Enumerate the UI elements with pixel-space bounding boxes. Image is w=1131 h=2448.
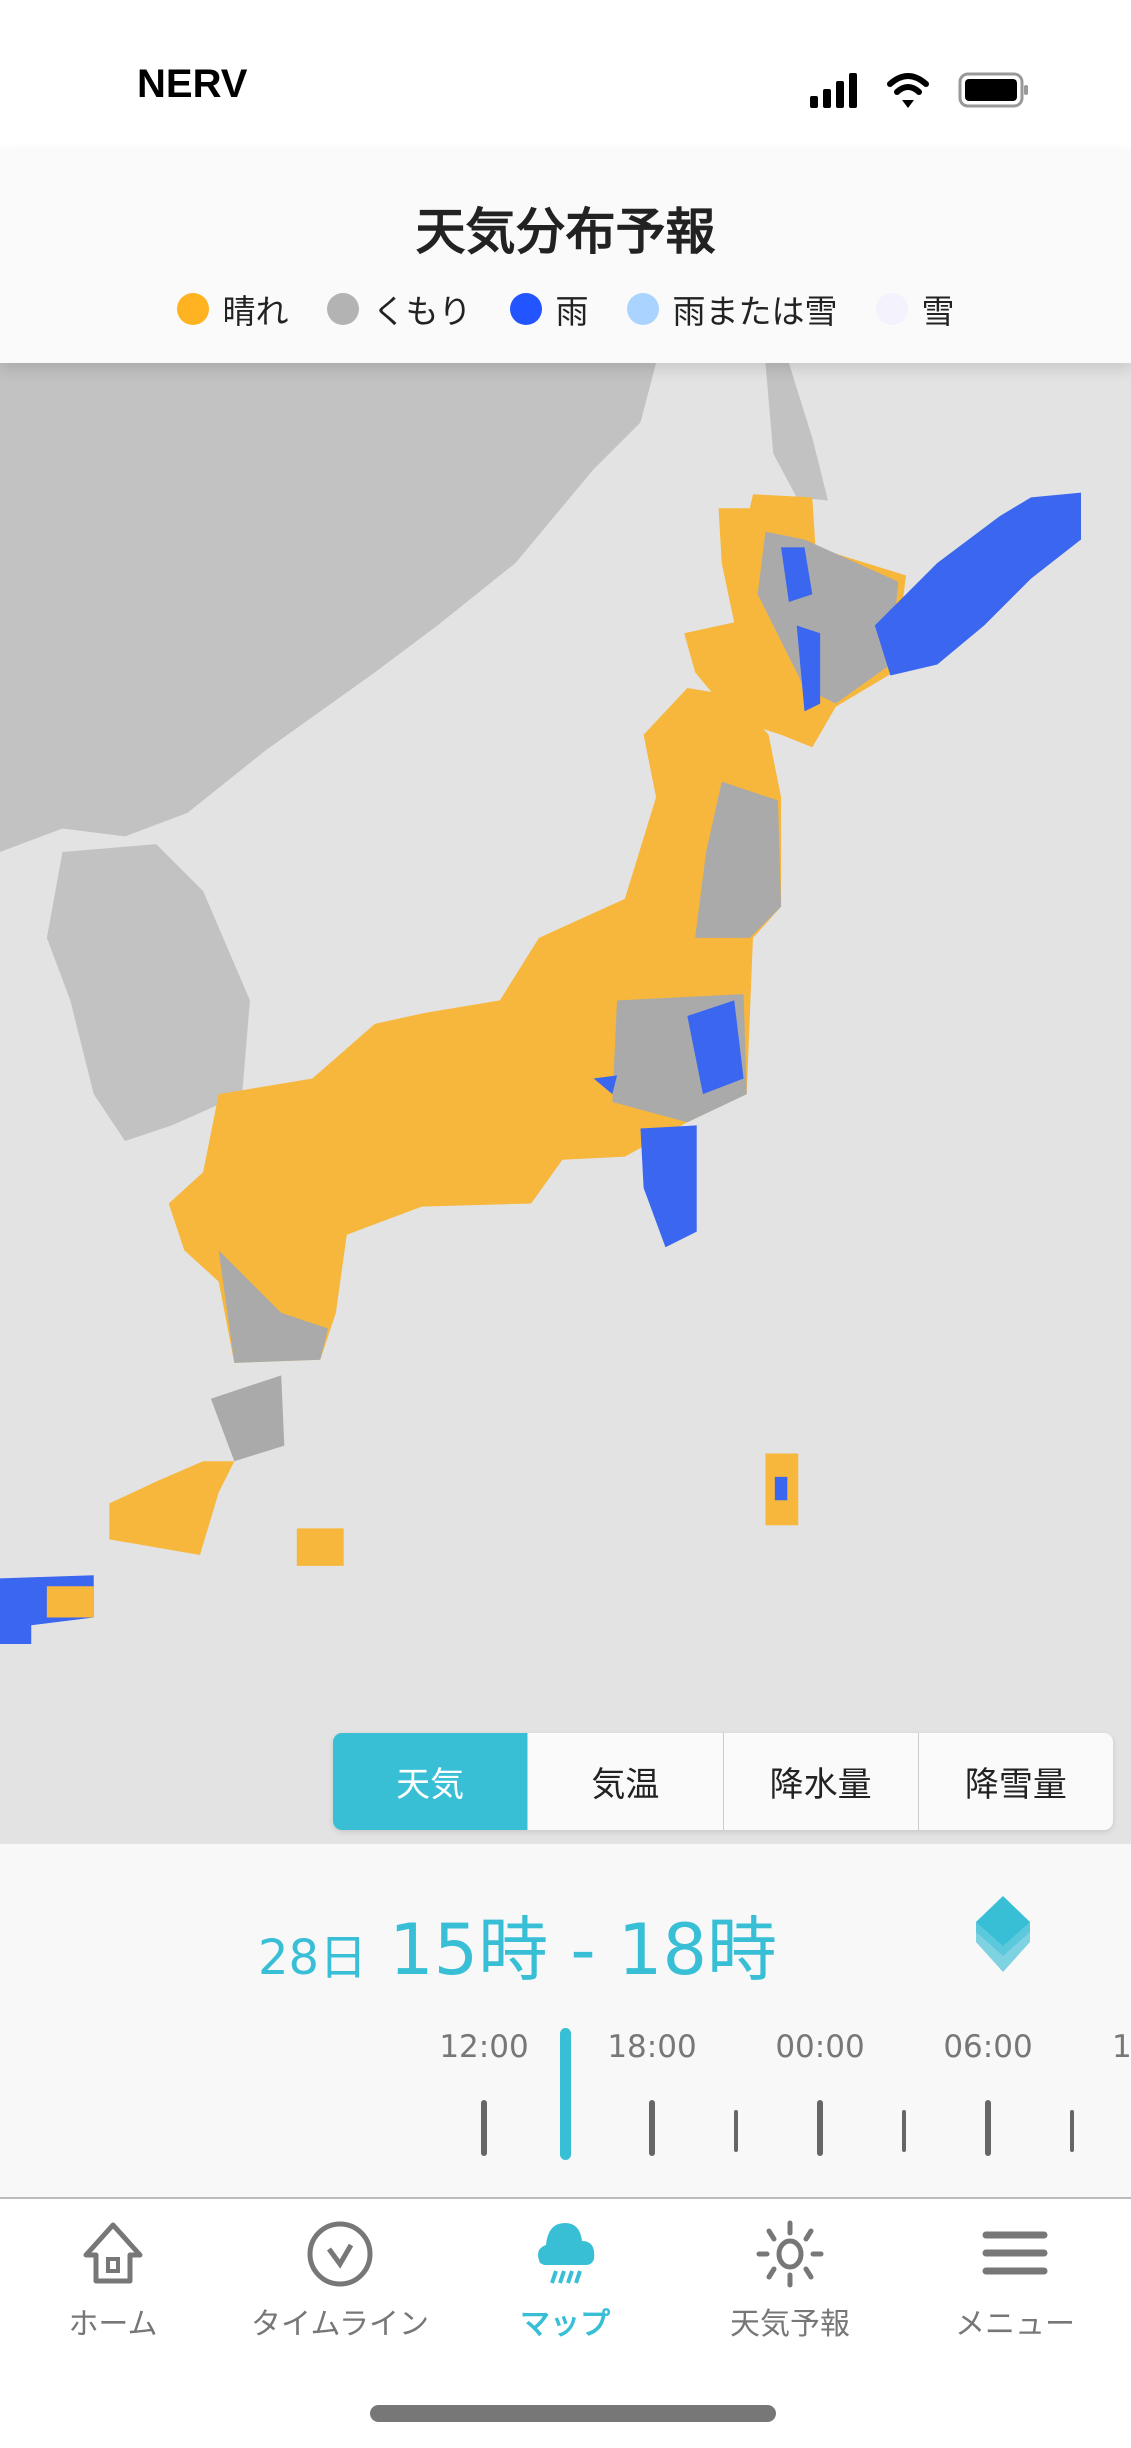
nav-label: メニュー	[955, 2307, 1075, 2342]
carrier-name: NERV	[137, 62, 248, 106]
timeline-handle[interactable]	[560, 2028, 571, 2160]
timeline-major-tick	[985, 2100, 991, 2156]
legend-color-dot	[176, 293, 209, 325]
layers-icon[interactable]	[968, 1894, 1038, 1979]
status-bar: NERV	[0, 0, 1131, 150]
check-circle-icon	[230, 2219, 450, 2289]
nav-item-4[interactable]: メニュー	[905, 2219, 1125, 2343]
forecast-day: 28日	[258, 1930, 368, 1986]
nav-label: ホーム	[68, 2307, 158, 2342]
legend-item: 雨	[509, 285, 589, 333]
page-title: 天気分布予報	[415, 203, 716, 261]
status-icons	[810, 72, 1028, 108]
honshu	[168, 687, 782, 1363]
layer-tabs: 天気 気温 降水量 降雪量	[333, 1733, 1113, 1830]
forecast-range: 15時 - 18時	[389, 1909, 777, 1991]
hokkaido	[684, 494, 907, 748]
legend-item: 雪	[875, 285, 955, 333]
menu-icon	[905, 2219, 1125, 2289]
timeline-label: 1	[1112, 2029, 1131, 2065]
tab-layer-3[interactable]: 降雪量	[917, 1733, 1113, 1830]
map-header: 天気分布予報 晴れ くもり 雨 雨または雪 雪	[0, 150, 1131, 363]
nav-label: 天気予報	[730, 2307, 850, 2342]
nav-item-3[interactable]: 天気予報	[680, 2219, 900, 2343]
mainland-asia	[0, 363, 828, 1141]
kuril-rain	[874, 492, 1082, 676]
rain-cloud-icon	[455, 2219, 675, 2289]
timeline-minor-tick	[1070, 2110, 1074, 2152]
time-panel: 28日 15時 - 18時 12:00 18:00 00:00 06:00 1	[0, 1844, 1131, 2197]
legend-label: 雨	[555, 292, 589, 331]
legend-label: 雪	[921, 292, 955, 331]
nav-label: タイムライン	[251, 2307, 429, 2342]
tab-layer-2[interactable]: 降水量	[722, 1733, 918, 1830]
legend-color-dot	[509, 293, 542, 325]
legend-item: 雨または雪	[626, 285, 838, 333]
nav-item-0[interactable]: ホーム	[3, 2219, 223, 2343]
home-indicator[interactable]	[370, 2405, 776, 2422]
legend-color-dot	[626, 293, 659, 325]
southern-islands	[0, 1375, 799, 1645]
timeline-label: 06:00	[943, 2029, 1033, 2065]
nav-item-2[interactable]: マップ	[455, 2219, 675, 2343]
nav-label: マップ	[520, 2307, 610, 2342]
timeline-minor-tick	[902, 2110, 906, 2152]
timeline-major-tick	[481, 2100, 487, 2156]
weather-map[interactable]	[0, 363, 1131, 1844]
timeline-minor-tick	[734, 2110, 738, 2152]
legend-label: 晴れ	[222, 292, 289, 331]
timeline-major-tick	[817, 2100, 823, 2156]
legend-item: くもり	[326, 285, 472, 333]
signal-icon	[810, 73, 857, 108]
legend-color-dot	[875, 293, 908, 325]
timeline-label: 00:00	[775, 2029, 865, 2065]
timeline-major-tick	[649, 2100, 655, 2156]
tab-layer-1[interactable]: 気温	[527, 1733, 723, 1830]
nav-item-1[interactable]: タイムライン	[230, 2219, 450, 2343]
legend-color-dot	[326, 293, 359, 325]
sun-icon	[680, 2219, 900, 2289]
wifi-icon	[887, 73, 929, 95]
legend-label: 雨または雪	[672, 292, 838, 331]
legend-item: 晴れ	[176, 285, 289, 333]
legend-label: くもり	[372, 292, 472, 331]
timeline-label: 12:00	[439, 2029, 529, 2065]
weather-legend: 晴れ くもり 雨 雨または雪 雪	[0, 285, 1131, 333]
tab-layer-0[interactable]: 天気	[333, 1733, 528, 1830]
timeline-label: 18:00	[607, 2029, 697, 2065]
forecast-time: 28日 15時 - 18時	[258, 1894, 777, 1995]
home-icon	[3, 2219, 223, 2289]
battery-icon	[958, 72, 1028, 108]
